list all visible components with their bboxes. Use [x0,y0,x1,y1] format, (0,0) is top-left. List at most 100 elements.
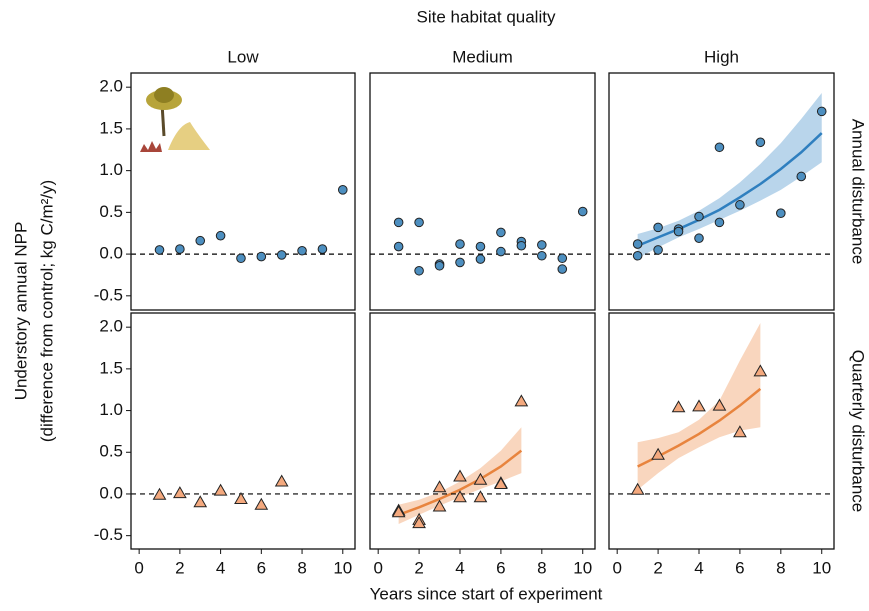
point [516,240,527,251]
x-tick-label: 2 [414,558,423,577]
point [254,497,269,510]
point [651,447,665,460]
panel-plot [131,474,355,510]
point [714,217,725,228]
row-label: Quarterly disturbance [849,350,868,513]
y-tick-label: 2.0 [99,77,123,96]
confidence-band [637,323,761,490]
x-tick-label: 10 [333,558,352,577]
row-label: Annual disturbance [849,119,868,265]
point [337,185,348,195]
panel [369,72,596,311]
x-axis-label: Years since start of experiment [370,584,603,603]
point [434,260,445,271]
point [692,399,706,412]
column-label: High [704,47,739,66]
point [733,425,747,438]
point [557,264,568,274]
x-tick-label: 10 [812,558,831,577]
point [494,476,508,489]
confidence-band [398,427,522,524]
point [154,245,165,255]
y-tick-label: 0.0 [99,483,123,502]
point [393,241,404,252]
panel-plot [370,206,595,276]
point [473,472,488,485]
column-title: Site habitat quality [417,7,556,26]
point [496,227,506,238]
point [432,499,447,512]
y-axis-label: Understory annual NPP [11,222,30,401]
point [173,486,187,499]
y-tick-label: 1.0 [99,160,123,179]
point [455,257,465,268]
point [514,394,529,407]
kelp-illustration [140,87,210,152]
x-tick-label: 8 [297,558,306,577]
y-tick-label: 1.5 [99,118,123,137]
x-tick-label: 8 [537,558,546,577]
point [694,211,704,222]
point [653,222,663,233]
confidence-band [637,93,822,259]
point [391,505,406,518]
point [630,482,645,495]
point [152,487,167,500]
point [776,208,786,218]
panel-plot [609,323,834,495]
y-tick-label: 1.0 [99,400,123,419]
panel-frame [608,72,835,311]
point [577,206,588,217]
x-tick-label: 8 [776,558,785,577]
x-tick-label: 10 [573,558,592,577]
x-tick-label: 0 [612,558,621,577]
point [496,246,506,257]
point [414,265,424,276]
y-axis-label: (difference from control; kg C/m²/y) [37,180,56,442]
panel-frame [608,312,835,550]
x-tick-label: 2 [653,558,662,577]
x-tick-label: 0 [134,558,143,577]
point [712,398,727,411]
point [796,171,807,182]
panel-frame [369,312,596,550]
point [816,106,827,117]
panel-plot [370,394,595,529]
point [475,241,486,252]
panel-frame [369,72,596,311]
point [236,253,246,264]
panel: 0 2 4 6 8 10 [369,312,596,577]
x-tick-label: 4 [694,558,703,577]
panel: -0.5 0.0 0.5 1.0 1.5 2.0 0 2 4 6 8 10 [94,312,356,577]
panel [608,72,835,311]
y-tick-label: 0.5 [99,202,123,221]
point [215,230,226,241]
point [274,474,289,487]
x-tick-label: 0 [373,558,382,577]
y-tick-label: 1.5 [99,358,123,377]
panel-plot [131,185,355,264]
point [453,490,467,503]
point [653,245,663,255]
column-label: Medium [452,47,512,66]
point [213,483,228,496]
y-tick-label: -0.5 [94,285,123,304]
point [432,480,447,493]
point [317,244,328,254]
point [297,245,307,256]
point [195,235,206,246]
y-tick-label: 0.5 [99,442,123,461]
point [632,250,643,261]
point [475,254,486,264]
point [694,233,704,244]
x-tick-label: 4 [455,558,464,577]
point [537,240,547,250]
point [632,239,643,249]
column-label: Low [227,47,259,66]
point [234,491,248,504]
point [455,239,465,249]
x-tick-label: 4 [216,558,225,577]
x-tick-label: 6 [257,558,266,577]
point [256,251,267,262]
